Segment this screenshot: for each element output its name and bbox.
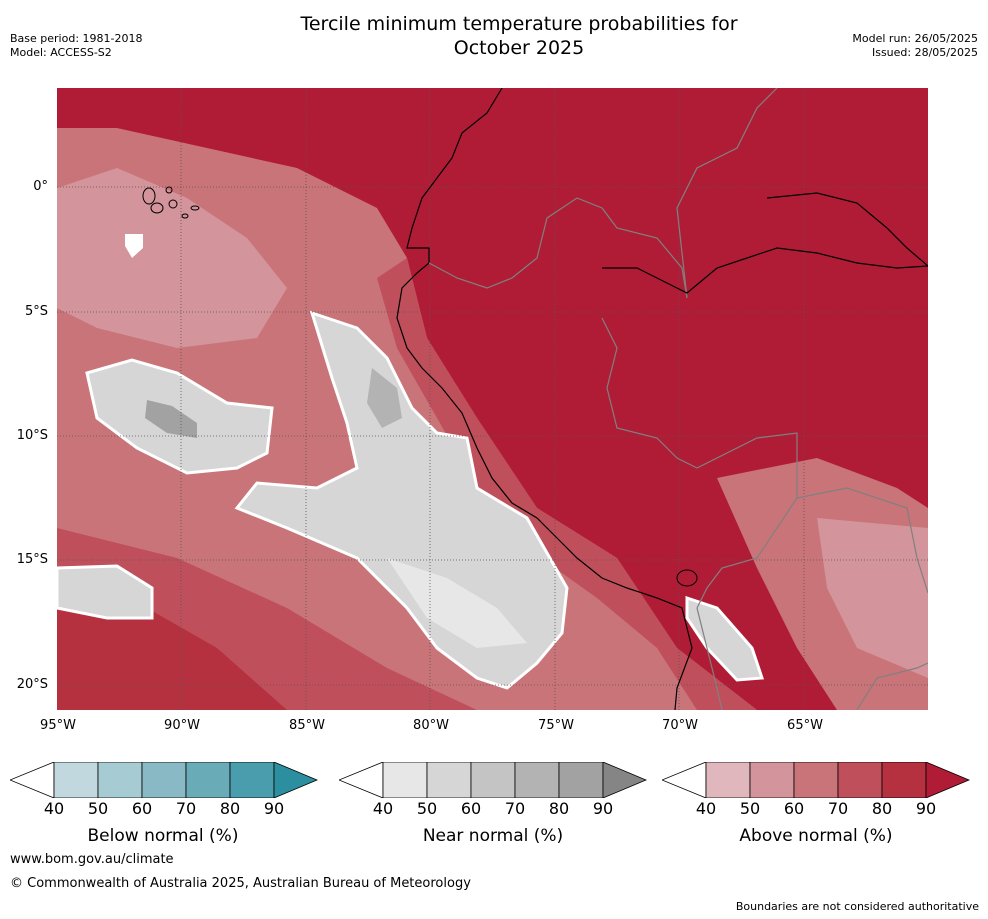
meta-left: Base period: 1981-2018 Model: ACCESS-S2 (10, 32, 142, 60)
border-peru-brazil-bolivia (601, 317, 798, 609)
above-tick-70: 70 (827, 799, 849, 818)
near-tick-60: 60 (460, 799, 482, 818)
above-cbar-swatch-60 (793, 762, 839, 798)
above-normal-label: Above normal (%) (739, 826, 893, 846)
lon-label-80w: 80°W (413, 718, 449, 733)
near-normal-central-core (367, 368, 402, 428)
above-tick-80: 80 (871, 799, 893, 818)
graticule (57, 88, 928, 710)
nw-ocean-light (57, 168, 287, 348)
meta-right: Model run: 26/05/2025 Issued: 28/05/2025 (852, 32, 978, 60)
title-line-1: Tercile minimum temperature probabilitie… (300, 13, 738, 35)
below-normal-label: Below normal (%) (87, 826, 239, 846)
model-run-text: Model run: 26/05/2025 (852, 32, 978, 45)
lake-titicaca (676, 569, 698, 587)
above-tick-40: 40 (695, 799, 717, 818)
footer-boundaries-note: Boundaries are not considered authoritat… (735, 900, 979, 913)
above-tick-60: 60 (783, 799, 805, 818)
footer-url-link[interactable]: www.bom.gov.au/climate (10, 852, 174, 867)
below-tick-90: 90 (263, 799, 285, 818)
lon-label-75w: 75°W (538, 718, 574, 733)
rio-negro (766, 192, 928, 267)
border-colombia-peru (428, 197, 688, 299)
above-tick-50: 50 (739, 799, 761, 818)
coastal-band (377, 258, 757, 710)
map-svg (57, 88, 928, 710)
above-tick-90: 90 (915, 799, 937, 818)
near-tick-50: 50 (416, 799, 438, 818)
near-cbar-swatch-80 (558, 762, 604, 798)
below-cbar-left-arrow (10, 762, 55, 798)
near-tick-80: 80 (548, 799, 570, 818)
above-cbar-swatch-80 (881, 762, 927, 798)
above-cbar-swatch-50 (749, 762, 795, 798)
near-cbar-left-arrow (339, 762, 384, 798)
below-cbar-right-arrow (273, 762, 318, 798)
coastline (396, 88, 693, 710)
above-cbar-swatch-40 (705, 762, 751, 798)
se-lightest-region (817, 518, 928, 678)
near-tick-90: 90 (592, 799, 614, 818)
lon-label-65w: 65°W (787, 718, 823, 733)
lat-label-10s: 10°S (16, 428, 48, 443)
model-text: Model: ACCESS-S2 (10, 46, 112, 59)
near-cbar-swatch-40 (382, 762, 428, 798)
lon-label-70w: 70°W (662, 718, 698, 733)
lat-label-0: 0° (33, 179, 48, 194)
colorbar-below-normal (10, 762, 318, 798)
sw-ocean-dark (57, 598, 287, 710)
border-bolivia-brazil (796, 487, 928, 594)
colorbar-near-normal (339, 762, 647, 798)
near-normal-central-light (387, 558, 527, 648)
near-tick-40: 40 (372, 799, 394, 818)
below-tick-80: 80 (219, 799, 241, 818)
galapagos-islands (142, 186, 200, 219)
above-cbar-swatch-70 (837, 762, 883, 798)
lon-label-90w: 90°W (164, 718, 200, 733)
amazon-river (602, 247, 928, 294)
below-tick-70: 70 (175, 799, 197, 818)
border-chile-bolivia (696, 607, 723, 710)
above-cbar-left-arrow (662, 762, 707, 798)
below-cbar-swatch-60 (141, 762, 187, 798)
near-normal-west-core (145, 400, 197, 438)
near-normal-sw (57, 564, 154, 620)
lat-label-5s: 5°S (24, 304, 48, 319)
near-normal-se (685, 595, 765, 682)
lon-label-95w: 95°W (40, 718, 76, 733)
near-cbar-right-arrow (602, 762, 647, 798)
below-cbar-swatch-40 (53, 762, 99, 798)
issued-text: Issued: 28/05/2025 (871, 46, 978, 59)
border-bolivia-paraguay (856, 662, 928, 710)
footer-copyright: © Commonwealth of Australia 2025, Austra… (10, 876, 471, 891)
near-tick-70: 70 (504, 799, 526, 818)
below-tick-40: 40 (43, 799, 65, 818)
white-patch (125, 234, 143, 258)
near-normal-central (234, 310, 569, 690)
colorbar-above-normal (662, 762, 970, 798)
near-normal-label: Near normal (%) (422, 826, 564, 846)
base-period-text: Base period: 1981-2018 (10, 32, 143, 45)
map-title: Tercile minimum temperature probabilitie… (244, 12, 794, 60)
title-line-2: October 2025 (453, 37, 585, 59)
lat-label-20s: 20°S (16, 677, 48, 692)
below-cbar-swatch-70 (185, 762, 231, 798)
below-tick-50: 50 (87, 799, 109, 818)
lon-label-85w: 85°W (289, 718, 325, 733)
lat-label-15s: 15°S (16, 552, 48, 567)
below-tick-60: 60 (131, 799, 153, 818)
land-dark-red (57, 88, 928, 710)
border-colombia-brazil (676, 88, 778, 299)
near-cbar-swatch-50 (426, 762, 472, 798)
below-cbar-swatch-50 (97, 762, 143, 798)
near-cbar-swatch-60 (470, 762, 516, 798)
below-cbar-swatch-80 (229, 762, 275, 798)
probability-map (57, 88, 928, 710)
above-cbar-right-arrow (925, 762, 970, 798)
near-cbar-swatch-70 (514, 762, 560, 798)
